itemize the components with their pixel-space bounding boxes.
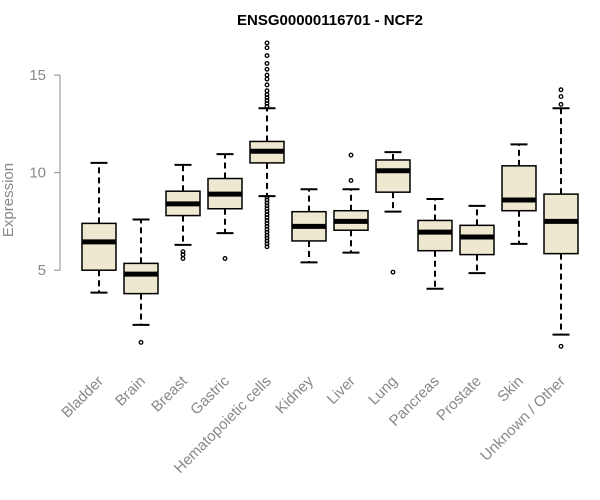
outlier-point: [264, 244, 270, 250]
iqr-box: [375, 159, 411, 193]
outlier-point: [264, 203, 270, 209]
outlier-point: [138, 339, 144, 345]
box-liver: [333, 152, 369, 254]
outlier-point: [264, 103, 270, 109]
x-tick-label: Skin: [494, 373, 527, 406]
outlier-point: [264, 209, 270, 215]
outlier-point: [348, 152, 354, 158]
iqr-box: [81, 222, 117, 271]
iqr-box: [417, 219, 453, 252]
box-hematopoietic-cells: [249, 40, 285, 250]
outlier-point: [264, 200, 270, 206]
x-tick-label: Brain: [112, 373, 149, 410]
outlier-point: [222, 256, 228, 261]
x-tick-label: Liver: [324, 373, 359, 408]
outlier-point: [264, 229, 270, 235]
outlier-point: [264, 92, 270, 98]
box-lung: [375, 151, 411, 275]
box-kidney: [291, 188, 327, 264]
box-skin: [501, 143, 537, 245]
outlier-point: [264, 238, 270, 244]
outlier-point: [264, 212, 270, 218]
box-unknown-other: [543, 87, 579, 349]
box-prostate: [459, 204, 495, 275]
outlier-point: [264, 220, 270, 226]
chart-title: ENSG00000116701 - NCF2: [237, 12, 423, 29]
outlier-point: [264, 60, 270, 66]
outlier-point: [264, 206, 270, 212]
outlier-point: [348, 178, 354, 183]
x-tick-label: Kidney: [272, 372, 317, 417]
outlier-point: [558, 94, 564, 100]
outlier-point: [264, 194, 270, 200]
outlier-point: [264, 235, 270, 241]
outlier-point: [264, 40, 270, 46]
x-tick-label: Prostate: [433, 373, 485, 425]
outlier-point: [264, 45, 270, 51]
axes: 5 10 15: [29, 67, 61, 279]
outlier-point: [264, 72, 270, 78]
box-pancreas: [417, 198, 453, 290]
outlier-point: [558, 87, 564, 93]
y-tick-label: 10: [29, 165, 46, 182]
iqr-box: [501, 165, 537, 212]
box-gastric: [207, 153, 243, 261]
outlier-point: [264, 95, 270, 101]
outlier-point: [180, 256, 186, 261]
outlier-point: [264, 218, 270, 223]
outlier-point: [264, 53, 270, 59]
outlier-point: [264, 226, 270, 232]
x-tick-label: Breast: [148, 372, 191, 415]
y-tick-label: 15: [29, 67, 46, 84]
outlier-point: [264, 88, 270, 94]
outlier-point: [264, 98, 270, 103]
outlier-point: [264, 76, 270, 82]
outlier-point: [264, 82, 270, 88]
y-tick-label: 5: [38, 262, 46, 279]
outlier-point: [264, 241, 270, 247]
box-bladder: [81, 161, 117, 294]
outlier-point: [264, 223, 270, 229]
box-brain: [123, 218, 159, 345]
x-tick-label: Bladder: [58, 373, 107, 422]
outlier-point: [180, 252, 186, 258]
x-tick-label: Lung: [365, 373, 401, 409]
outlier-point: [180, 249, 186, 255]
outlier-point: [390, 269, 396, 275]
box-series: [81, 40, 579, 349]
y-axis-label: Expression: [0, 163, 17, 237]
outlier-point: [558, 101, 564, 107]
outlier-point: [264, 100, 270, 106]
outlier-point: [264, 66, 270, 72]
box-breast: [165, 163, 201, 261]
iqr-box: [123, 262, 159, 295]
outlier-point: [264, 197, 270, 203]
outlier-point: [264, 232, 270, 238]
iqr-box: [459, 224, 495, 256]
outlier-point: [558, 343, 564, 349]
outlier-point: [264, 215, 270, 220]
